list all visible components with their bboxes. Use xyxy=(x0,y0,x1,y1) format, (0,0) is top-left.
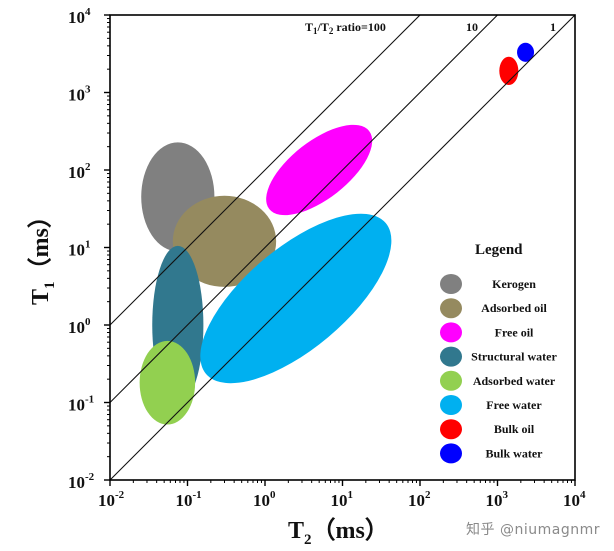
ratio-lines-layer xyxy=(110,15,575,480)
y-tick-label: 104 xyxy=(68,6,91,27)
x-tick-label: 101 xyxy=(331,489,354,510)
x-tick-label: 104 xyxy=(563,489,586,510)
x-tick-label: 102 xyxy=(408,489,431,510)
legend-label: Adsorbed water xyxy=(473,374,556,388)
legend-label: Free oil xyxy=(495,325,534,339)
ratio-line-10 xyxy=(110,15,499,403)
region-bulk-water xyxy=(517,42,535,62)
ratio-label-10: 10 xyxy=(466,20,478,34)
ratio-line-100 xyxy=(110,15,421,326)
legend-swatch xyxy=(440,419,462,440)
y-tick-label: 102 xyxy=(68,161,91,182)
legend-swatch xyxy=(440,370,462,391)
legend-swatch xyxy=(440,346,462,367)
legend-swatch xyxy=(440,395,462,415)
ticks-layer xyxy=(104,14,576,486)
region-adsorbed-oil xyxy=(172,195,277,287)
x-tick-label: 103 xyxy=(486,489,509,510)
y-tick-label: 10-1 xyxy=(68,394,94,415)
legend-label: Free water xyxy=(486,398,542,412)
y-axis-title: T1（ms） xyxy=(27,204,58,305)
x-tick-label: 10-2 xyxy=(98,489,125,510)
legend-label: Bulk oil xyxy=(494,422,535,436)
region-adsorbed-water xyxy=(139,340,196,425)
ratio-label-1: 1 xyxy=(550,20,556,34)
legend-label: Bulk water xyxy=(486,446,544,460)
legend-label: Kerogen xyxy=(492,277,536,291)
legend-swatch xyxy=(440,274,462,294)
y-tick-label: 10-2 xyxy=(68,471,95,492)
legend-label: Adsorbed oil xyxy=(481,301,547,315)
x-tick-label: 10-1 xyxy=(176,489,202,510)
y-tick-label: 103 xyxy=(68,84,91,105)
watermark: 知乎 @niumagnmr xyxy=(466,522,600,538)
region-free-water xyxy=(200,213,392,384)
legend: Legend Kerogen Adsorbed oil Free oil Structu… xyxy=(440,242,557,464)
x-tick-label: 100 xyxy=(253,489,276,510)
region-bulk-oil xyxy=(499,56,519,86)
regions-layer xyxy=(139,42,535,425)
ratio-label-100: T1/T2 ratio=100 xyxy=(305,20,386,36)
legend-swatch xyxy=(440,322,462,343)
legend-label: Structural water xyxy=(471,350,557,364)
y-tick-label: 100 xyxy=(68,316,91,337)
legend-swatch xyxy=(440,298,462,319)
y-tick-label: 101 xyxy=(68,239,91,260)
legend-title: Legend xyxy=(475,242,523,258)
labels-layer: 10-2 10-1 100 101 102 103 10410-210-1100101102… xyxy=(27,6,586,548)
region-free-oil xyxy=(266,124,373,216)
legend-swatch xyxy=(440,443,462,464)
ratio-line-1 xyxy=(110,15,575,480)
x-axis-title: T2（ms） xyxy=(288,517,389,548)
